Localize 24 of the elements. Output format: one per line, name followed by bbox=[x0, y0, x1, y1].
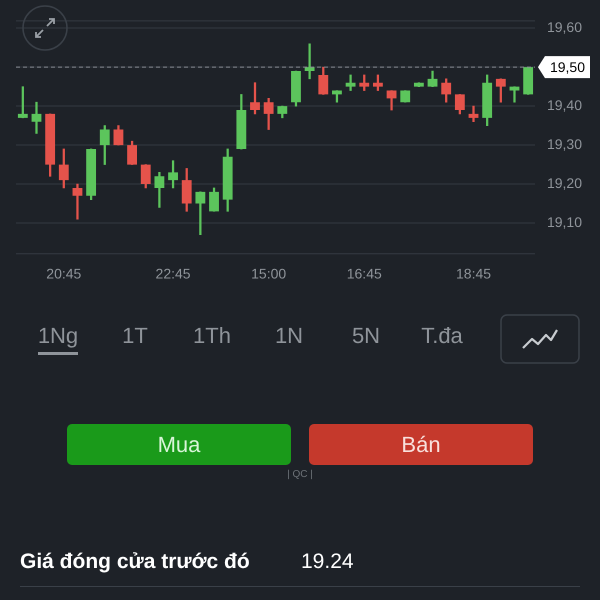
text: T.đa bbox=[421, 323, 463, 350]
text: 19.24 bbox=[301, 550, 354, 574]
text: Bán bbox=[309, 424, 533, 465]
x-tick-label: 15:00 bbox=[251, 265, 286, 282]
x-tick-label: 20:45 bbox=[46, 265, 82, 282]
y-tick-label: 19,40 bbox=[546, 96, 582, 113]
text: 1T bbox=[122, 323, 148, 350]
ref-line-label: 19,50 bbox=[550, 59, 586, 76]
y-tick-label: 19,20 bbox=[546, 174, 582, 191]
x-tick-label: 22:45 bbox=[156, 265, 191, 282]
text: 5N bbox=[352, 323, 380, 350]
text: 1Th bbox=[193, 323, 231, 350]
candlestick bbox=[304, 43, 315, 80]
text: 1N bbox=[274, 323, 304, 350]
y-tick-label: 19,30 bbox=[546, 136, 582, 152]
candlestick bbox=[18, 86, 28, 118]
y-tick-label: 19,60 bbox=[546, 19, 582, 36]
text: Mua bbox=[67, 424, 291, 465]
y-tick-label: 19,10 bbox=[546, 214, 582, 230]
text: | QC | bbox=[286, 469, 314, 480]
text: Giá đóng cửa trước đó bbox=[20, 550, 250, 574]
x-tick-label: 16:45 bbox=[346, 265, 382, 282]
x-tick-label: 18:45 bbox=[456, 265, 492, 282]
text: 1Ng bbox=[38, 323, 78, 355]
